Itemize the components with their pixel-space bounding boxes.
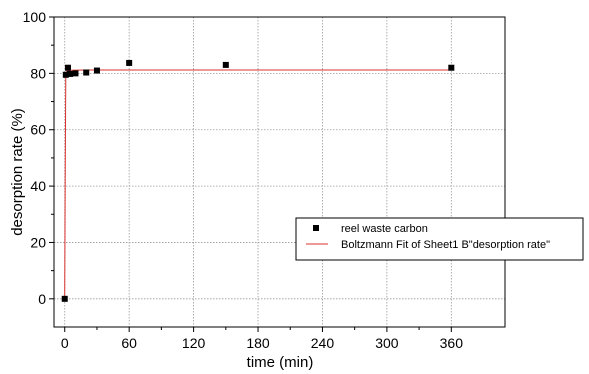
data-point bbox=[448, 64, 455, 71]
x-tick-label: 180 bbox=[246, 335, 270, 351]
y-tick-label: 20 bbox=[30, 234, 46, 250]
data-point bbox=[222, 61, 229, 68]
data-point bbox=[64, 64, 71, 71]
grid bbox=[54, 16, 505, 327]
y-tick-label: 80 bbox=[30, 65, 46, 81]
x-tick-label: 0 bbox=[61, 335, 69, 351]
x-tick-label: 120 bbox=[182, 335, 206, 351]
x-tick-label: 60 bbox=[121, 335, 137, 351]
data-points bbox=[61, 59, 455, 302]
y-tick-label: 0 bbox=[38, 291, 46, 307]
x-axis-title: time (min) bbox=[247, 354, 314, 371]
legend-label-fit: Boltzmann Fit of Sheet1 B"desorption rat… bbox=[341, 239, 550, 251]
data-point bbox=[93, 67, 100, 74]
y-tick-label: 100 bbox=[23, 9, 47, 25]
data-point bbox=[126, 59, 133, 66]
x-tick-label: 240 bbox=[311, 335, 335, 351]
data-point bbox=[83, 69, 90, 76]
legend: reel waste carbon Boltzmann Fit of Sheet… bbox=[295, 217, 584, 261]
legend-label-scatter: reel waste carbon bbox=[341, 223, 428, 235]
axes bbox=[53, 16, 506, 328]
data-point bbox=[72, 70, 79, 77]
plot-frame bbox=[53, 16, 506, 328]
y-axis-title: desorption rate (%) bbox=[9, 108, 26, 236]
data-point bbox=[67, 70, 74, 77]
legend-marker-scatter bbox=[313, 225, 319, 231]
data-point bbox=[62, 71, 69, 78]
y-tick-label: 40 bbox=[30, 178, 46, 194]
y-tick-label: 60 bbox=[30, 122, 46, 138]
legend-box bbox=[295, 217, 584, 261]
x-tick-label: 360 bbox=[440, 335, 464, 351]
ticks: 0 60 120 180 240 300 360 0 20 40 60 80 100 bbox=[23, 9, 464, 351]
data-point bbox=[61, 295, 68, 302]
x-tick-label: 300 bbox=[375, 335, 399, 351]
